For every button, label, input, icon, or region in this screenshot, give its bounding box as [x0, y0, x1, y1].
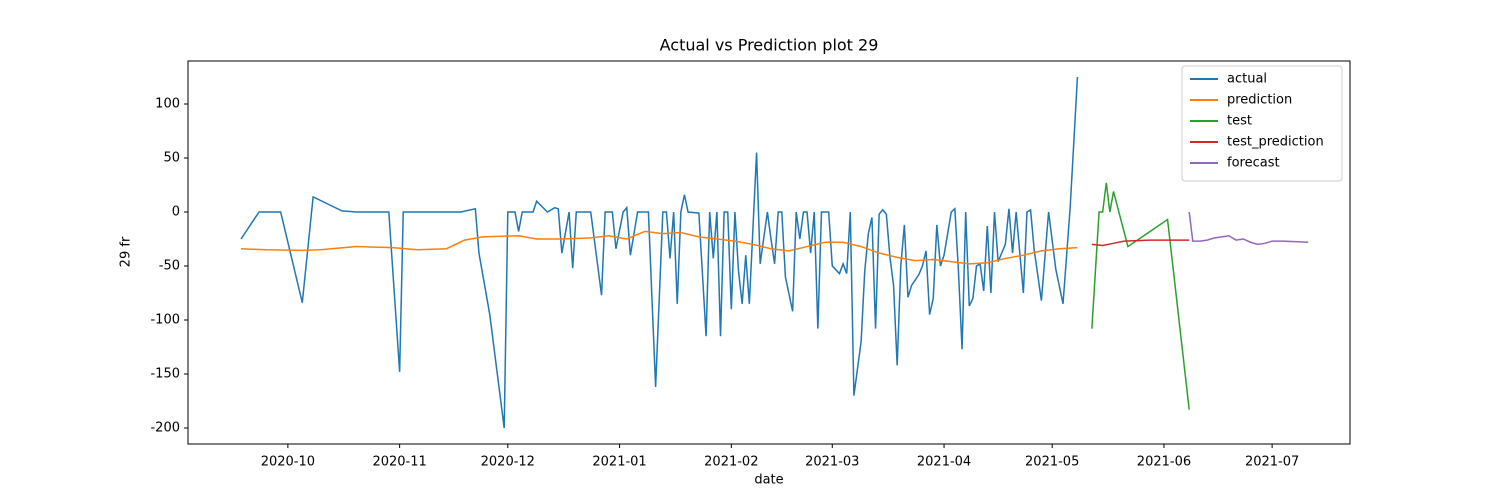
y-tick-label: -200	[150, 421, 180, 436]
y-tick-label: -100	[150, 313, 180, 328]
x-tick-label: 2021-04	[917, 455, 971, 470]
x-tick-label: 2020-10	[261, 455, 315, 470]
legend-label: prediction	[1227, 93, 1292, 108]
x-tick-label: 2021-05	[1025, 455, 1079, 470]
legend-label: actual	[1227, 72, 1267, 87]
y-tick-label: 100	[155, 96, 180, 111]
x-tick-label: 2021-06	[1137, 455, 1191, 470]
x-tick-label: 2021-02	[704, 455, 758, 470]
chart-title: Actual vs Prediction plot 29	[660, 36, 879, 55]
x-axis-label: date	[754, 473, 783, 488]
x-tick-label: 2020-11	[372, 455, 426, 470]
legend-label: test_prediction	[1227, 135, 1324, 150]
y-tick-label: 0	[172, 204, 180, 219]
x-tick-label: 2021-03	[805, 455, 859, 470]
legend-label: forecast	[1227, 156, 1280, 171]
y-tick-label: -50	[159, 259, 180, 274]
plot-frame	[187, 60, 1351, 445]
series-line	[240, 230, 1078, 265]
series-line	[1188, 211, 1309, 246]
legend-label: test	[1227, 114, 1252, 129]
x-tick-label: 2021-07	[1245, 455, 1299, 470]
y-tick-label: 50	[163, 150, 180, 165]
x-tick-label: 2021-01	[592, 455, 646, 470]
series-line	[1091, 239, 1190, 247]
y-tick-label: -150	[150, 367, 180, 382]
x-tick-label: 2020-12	[481, 455, 535, 470]
series-line	[240, 76, 1079, 429]
series-line	[1091, 182, 1190, 410]
legend-box	[1181, 65, 1343, 182]
y-axis-label: 29 fr	[119, 236, 134, 267]
